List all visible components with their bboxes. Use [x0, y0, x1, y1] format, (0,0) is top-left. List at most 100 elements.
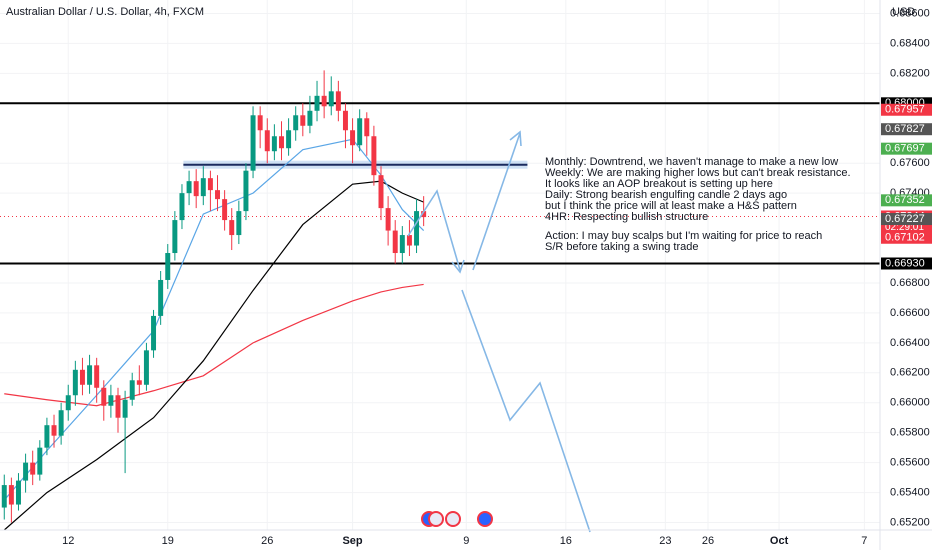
y-tick-label: 0.66800	[890, 277, 930, 289]
candle-body	[101, 387, 107, 406]
event-icon	[445, 511, 461, 527]
note-line: It looks like an AOP breakout is setting…	[545, 178, 773, 190]
candle-body	[30, 462, 36, 475]
candle-body	[371, 136, 377, 176]
note-line: but I think the price will at least make…	[545, 200, 797, 212]
price-label-box	[881, 103, 932, 116]
y-tick-label: 0.67600	[890, 157, 930, 169]
y-tick-label: 0.65200	[890, 516, 930, 528]
x-tick-label: 9	[463, 535, 469, 547]
candle-body	[385, 208, 391, 231]
annotation: Monthly: Downtrend, we haven't manage to…	[545, 156, 851, 253]
candle-body	[406, 235, 412, 246]
candle-body	[364, 118, 370, 137]
y-tick-label: 0.65600	[890, 457, 930, 469]
y-tick-label: 0.68200	[890, 67, 930, 79]
moving-average	[3, 180, 424, 531]
candle-body	[250, 115, 256, 171]
candle-body	[328, 91, 334, 107]
note-line: Action: I may buy scalps but I'm waiting…	[545, 230, 822, 242]
y-tick-label: 0.66400	[890, 337, 930, 349]
price-label-box	[881, 213, 932, 226]
price-label: 0.67227	[885, 213, 925, 225]
arrow-head	[451, 259, 465, 274]
price-label-box	[881, 142, 932, 155]
candle-body	[172, 220, 178, 254]
x-tick-label: 16	[560, 535, 572, 547]
candle-body	[342, 110, 348, 131]
candle-body	[143, 350, 149, 385]
arrow	[407, 189, 461, 271]
note-line: Monthly: Downtrend, we haven't manage to…	[545, 156, 838, 168]
candle-body	[108, 395, 114, 406]
candle-body	[350, 130, 356, 146]
event-icon	[428, 511, 444, 527]
candle-body	[286, 130, 292, 149]
candle-body	[94, 365, 100, 388]
candle-body	[236, 211, 242, 236]
candle-body	[51, 425, 57, 436]
candle-body	[15, 480, 21, 505]
note-line: S/R before taking a swing trade	[545, 241, 698, 253]
x-tick-label: 26	[261, 535, 273, 547]
candle-body	[37, 447, 43, 475]
candle-body	[23, 462, 29, 481]
x-tick-label: 7	[861, 535, 867, 547]
candle-body	[414, 211, 420, 246]
candle-body	[243, 170, 249, 212]
arrow-head	[509, 130, 522, 147]
candle-body	[421, 211, 427, 218]
price-label: 0.66930	[885, 257, 925, 269]
candle-body	[314, 95, 320, 111]
x-tick-label: Oct	[770, 535, 789, 547]
candle-body	[8, 485, 14, 505]
price-label: 0.67352	[885, 194, 925, 206]
plot	[0, 70, 880, 531]
candle-body	[278, 136, 284, 149]
candle-body	[307, 110, 313, 126]
candle-body	[392, 230, 398, 254]
y-tick-label: 0.68400	[890, 37, 930, 49]
candle-body	[136, 380, 142, 385]
event-icon	[477, 511, 493, 527]
price-label-box	[881, 257, 932, 270]
candle-body	[115, 395, 121, 418]
arrow	[461, 289, 591, 533]
moving-average	[4, 283, 424, 407]
note-line: Weekly: We are making higher lows but ca…	[545, 167, 851, 179]
candle-body	[200, 178, 206, 197]
price-axis: 0.686000.684000.682000.676000.674000.668…	[62, 7, 932, 547]
countdown: 02:29:01	[885, 222, 924, 233]
candle-body	[158, 279, 164, 316]
candle-body	[165, 253, 171, 280]
arrow	[472, 132, 521, 271]
price-label: 0.67102	[885, 232, 925, 244]
y-tick-label: 0.65800	[890, 427, 930, 439]
x-tick-label: 19	[162, 535, 174, 547]
price-label: 0.67697	[885, 143, 925, 155]
currency[interactable]: USD	[892, 6, 915, 18]
price-label-box	[881, 194, 932, 207]
candle-body	[264, 130, 270, 152]
y-tick-label: 0.65400	[890, 486, 930, 498]
moving-average	[3, 138, 425, 501]
candle-body	[151, 315, 157, 351]
projection-arrows	[407, 130, 591, 533]
x-tick-label: 23	[659, 535, 671, 547]
candle-body	[186, 181, 192, 194]
note-line: 4HR: Respecting bullish structure	[545, 211, 708, 223]
chart-title: Australian Dollar / U.S. Dollar, 4h, FXC…	[6, 6, 204, 18]
note-line: Daily: Strong bearish engulfing candle 2…	[545, 189, 787, 201]
candle-body	[65, 395, 71, 411]
x-tick-label: 12	[62, 535, 74, 547]
candle-body	[215, 190, 220, 200]
candle-body	[1, 485, 7, 508]
events	[421, 511, 493, 527]
candle-body	[293, 115, 299, 131]
candle-body	[335, 91, 341, 111]
price-label: 0.67827	[885, 123, 925, 135]
candle-body	[129, 380, 135, 400]
candle-body	[58, 410, 64, 436]
candle-body	[179, 193, 185, 221]
